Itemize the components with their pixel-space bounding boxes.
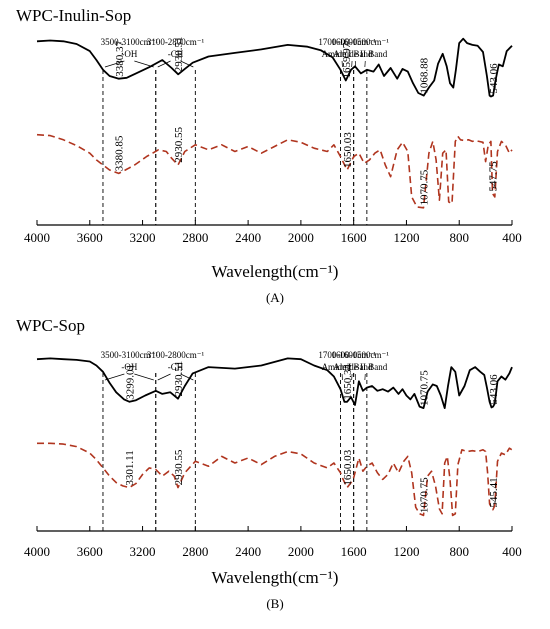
x-tick-label: 1600: [341, 544, 367, 559]
peak-label: 1650.03: [342, 132, 354, 168]
peak-label: 543.06: [488, 63, 500, 94]
peak-label: 3380.85: [114, 135, 126, 171]
x-tick-label: 3200: [130, 544, 156, 559]
peak-label: 2930.55: [173, 449, 185, 485]
peak-label: 1070.75: [419, 370, 431, 406]
panel-b-title: WPC-Sop: [16, 316, 85, 335]
region-range-label: 1600-1500cm⁻¹: [332, 350, 390, 360]
panel-a: WPC-Inulin-Sop 3500-3100cm⁻¹-OH3100-2800…: [16, 6, 522, 305]
peak-label: 2930.51: [173, 36, 185, 72]
panel-b-annotations: 3299.01 2930.51 1650.34 1070.75 543.06 3301.1…: [124, 361, 500, 513]
x-tick-label: 400: [502, 544, 522, 559]
panel-b-x-axis-label: Wavelength(cm⁻¹): [212, 568, 339, 587]
x-tick-label: 2400: [235, 544, 261, 559]
dashed-spectrum-line: [37, 443, 512, 515]
x-tick-label: 2800: [182, 544, 208, 559]
x-tick-label: 2000: [288, 230, 314, 245]
panel-b: WPC-Sop 3500-3100cm⁻¹-OH3100-2800cm⁻¹-CH…: [16, 316, 522, 611]
peak-label: 3299.01: [125, 364, 137, 400]
solid-spectrum-line: [37, 39, 512, 97]
x-tick-label: 2000: [288, 544, 314, 559]
x-tick-label: 3600: [77, 230, 103, 245]
peak-label: 3301.11: [124, 450, 136, 485]
x-tick-label: 800: [449, 544, 469, 559]
x-tick-label: 3200: [130, 230, 156, 245]
x-tick-label: 3600: [77, 544, 103, 559]
peak-label: 1650.34: [342, 364, 354, 400]
x-tick-label: 800: [449, 230, 469, 245]
region-arrow: [134, 374, 153, 380]
peak-label: 1659.97: [341, 42, 353, 78]
x-tick-label: 1600: [341, 230, 367, 245]
peak-label: 2930.55: [173, 127, 185, 163]
peak-label: 545.41: [488, 477, 500, 507]
solid-spectrum-line: [37, 358, 512, 408]
peak-label: 1070.75: [419, 477, 431, 513]
peak-label: 547.75: [488, 161, 500, 192]
panel-a-letter: (A): [266, 290, 284, 305]
panel-a-title: WPC-Inulin-Sop: [16, 6, 131, 25]
panel-a-annotations: 3380.37 2930.51 1659.97 1068.88 543.06 3380.8…: [114, 36, 500, 205]
x-tick-label: 400: [502, 230, 522, 245]
panel-a-ticks: 4000 3600 3200 2800 2400 2000 1600 1200 800 400: [24, 220, 522, 245]
peak-label: 1068.88: [419, 57, 431, 93]
panel-b-series: [37, 358, 512, 515]
peak-label: 1650.03: [342, 449, 354, 485]
peak-label: 1070.75: [419, 169, 431, 205]
panel-a-x-axis-label: Wavelength(cm⁻¹): [212, 262, 339, 281]
peak-label: 3380.37: [114, 40, 126, 76]
x-tick-label: 1200: [393, 544, 419, 559]
peak-label: 543.06: [488, 374, 500, 405]
panel-a-series: [37, 39, 512, 208]
region-range-label: 3100-2800cm⁻¹: [147, 350, 205, 360]
x-tick-label: 4000: [24, 230, 50, 245]
x-tick-label: 2800: [182, 230, 208, 245]
x-tick-label: 4000: [24, 544, 50, 559]
x-tick-label: 2400: [235, 230, 261, 245]
peak-label: 2930.51: [173, 361, 185, 397]
dashed-spectrum-line: [37, 135, 512, 208]
region-arrow: [158, 374, 171, 380]
panel-b-letter: (B): [266, 596, 283, 611]
x-tick-label: 1200: [393, 230, 419, 245]
